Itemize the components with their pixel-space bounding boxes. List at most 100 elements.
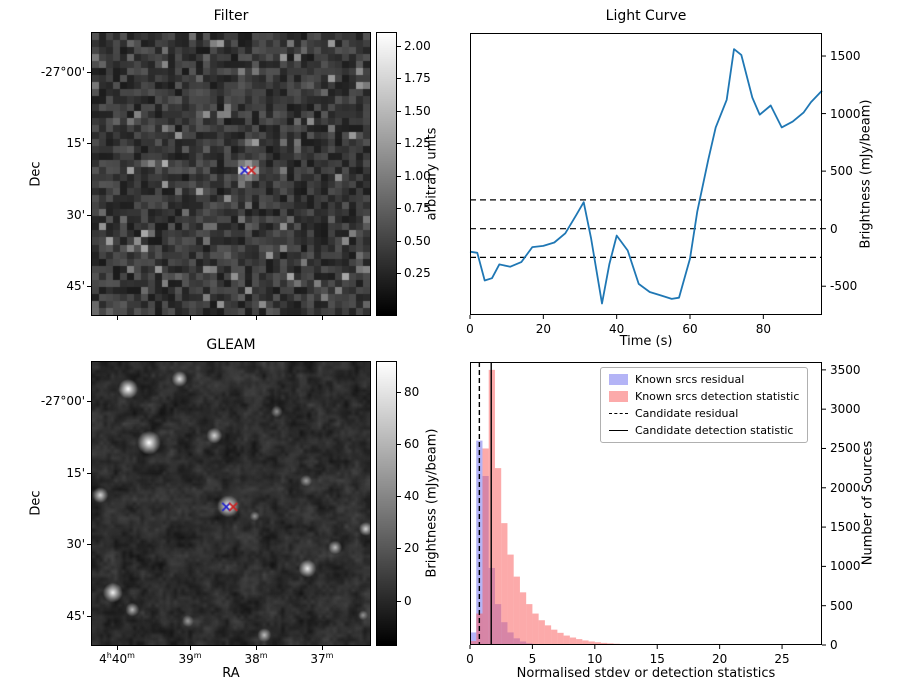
colorbar-tick-mark xyxy=(397,444,401,446)
brightness-tick-label: 1000 xyxy=(830,106,861,121)
y-tick-mark xyxy=(87,401,91,403)
brightness-tick-label: -500 xyxy=(830,279,858,294)
colorbar-tick-mark xyxy=(397,175,401,177)
filter-image xyxy=(91,32,371,316)
light-curve-xlabel: Time (s) xyxy=(619,334,673,349)
axes-frame xyxy=(470,33,822,315)
count-tick-label: 2500 xyxy=(830,441,861,456)
y-tick-mark xyxy=(87,143,91,145)
hist-bar-series-1 xyxy=(569,637,577,645)
legend-swatch xyxy=(609,430,628,431)
dec-tick-label: 15' xyxy=(66,465,85,480)
legend-label: Candidate detection statistic xyxy=(635,424,794,437)
light-curve-line xyxy=(469,48,823,305)
count-tick-label: 2000 xyxy=(830,480,861,495)
histogram-legend: Known srcs residual Known srcs detection … xyxy=(600,367,809,443)
x-tick-mark xyxy=(189,316,191,320)
filter-ylabel: Dec xyxy=(28,161,44,187)
histogram-xlabel: Normalised stdev or detection statistics xyxy=(516,666,776,681)
brightness-tick-label: 500 xyxy=(830,164,853,179)
y-tick-mark xyxy=(87,72,91,74)
hist-bar-series-1 xyxy=(494,468,502,646)
stat-tick-label: 15 xyxy=(649,652,665,666)
y-tick-mark xyxy=(87,214,91,216)
colorbar-tick-label: 0.75 xyxy=(404,201,431,216)
hist-bar-series-1 xyxy=(526,604,533,645)
dec-tick-label: 30' xyxy=(66,537,85,552)
stat-tick-label: 5 xyxy=(528,652,537,666)
stat-tick-label: 25 xyxy=(774,652,790,666)
gleam-colorbar-label: Brightness (mJy/beam) xyxy=(424,428,440,578)
colorbar-tick-label: 0 xyxy=(404,593,412,608)
legend-entry: Candidate residual xyxy=(609,407,799,420)
x-tick-mark xyxy=(189,646,191,650)
hist-bar-series-1 xyxy=(563,635,570,645)
y-tick-mark xyxy=(87,615,91,617)
dec-tick-label: 45' xyxy=(66,278,85,293)
brightness-tick-label: 0 xyxy=(830,221,838,236)
legend-label: Known srcs residual xyxy=(635,373,745,386)
dec-tick-label: 45' xyxy=(66,608,85,623)
dec-tick-label: -27°00' xyxy=(40,65,85,80)
colorbar-tick-mark xyxy=(397,240,401,242)
colorbar-tick-label: 80 xyxy=(404,384,420,399)
hist-bar-series-1 xyxy=(470,641,477,645)
filter-panel-title: Filter xyxy=(213,8,249,24)
time-tick-label: 60 xyxy=(682,322,698,336)
colorbar-tick-mark xyxy=(397,143,401,145)
light-curve-ylabel: Brightness (mJy/beam) xyxy=(858,99,874,249)
colorbar-tick-mark xyxy=(397,45,401,47)
ra-tick-label: 39m xyxy=(178,651,202,667)
filter-colorbar xyxy=(376,32,397,316)
count-tick-label: 1000 xyxy=(830,559,861,574)
time-tick-label: 40 xyxy=(609,322,625,336)
brightness-tick-label: 1500 xyxy=(830,49,861,64)
histogram-plot xyxy=(469,362,826,649)
colorbar-tick-mark xyxy=(397,600,401,602)
hist-bar-series-1 xyxy=(501,523,508,645)
colorbar-tick-label: 1.00 xyxy=(404,168,431,183)
legend-label: Candidate residual xyxy=(635,407,739,420)
gleam-image xyxy=(91,361,371,646)
count-tick-label: 3500 xyxy=(830,362,861,377)
legend-swatch xyxy=(609,374,628,385)
hist-bar-series-1 xyxy=(507,554,514,645)
colorbar-tick-mark xyxy=(397,110,401,112)
x-tick-mark xyxy=(321,316,323,320)
y-tick-mark xyxy=(87,544,91,546)
hist-bar-series-1 xyxy=(544,625,552,645)
colorbar-tick-label: 20 xyxy=(404,541,420,556)
gleam-colorbar xyxy=(376,361,397,646)
hist-bar-series-1 xyxy=(557,632,564,645)
hist-bar-series-1 xyxy=(513,576,520,645)
legend-swatch xyxy=(609,391,628,402)
colorbar-tick-label: 1.75 xyxy=(404,71,431,86)
colorbar-tick-mark xyxy=(397,391,401,393)
legend-entry: Known srcs residual xyxy=(609,373,799,386)
time-tick-label: 0 xyxy=(466,322,474,336)
legend-entry: Known srcs detection statistic xyxy=(609,390,799,403)
gleam-ylabel: Dec xyxy=(28,490,44,516)
time-tick-label: 20 xyxy=(535,322,551,336)
x-tick-mark xyxy=(256,316,258,320)
hist-bar-series-1 xyxy=(519,592,527,645)
ra-tick-label: 37m xyxy=(310,651,334,667)
colorbar-tick-label: 2.00 xyxy=(404,38,431,53)
hist-bar-series-1 xyxy=(482,448,489,645)
light-curve-panel-title: Light Curve xyxy=(605,8,687,24)
colorbar-tick-mark xyxy=(397,496,401,498)
hist-bar-series-1 xyxy=(588,641,595,645)
dec-tick-label: 30' xyxy=(66,207,85,222)
colorbar-tick-label: 60 xyxy=(404,437,420,452)
hist-bar-series-0 xyxy=(470,632,477,645)
hist-bar-series-1 xyxy=(582,640,589,645)
hist-bar-series-1 xyxy=(601,642,608,645)
x-tick-mark xyxy=(117,316,119,320)
count-tick-label: 3000 xyxy=(830,402,861,417)
count-tick-label: 1500 xyxy=(830,520,861,535)
y-tick-mark xyxy=(87,285,91,287)
hist-bar-series-1 xyxy=(538,620,545,645)
gleam-panel-title: GLEAM xyxy=(206,337,256,353)
colorbar-tick-label: 0.50 xyxy=(404,233,431,248)
